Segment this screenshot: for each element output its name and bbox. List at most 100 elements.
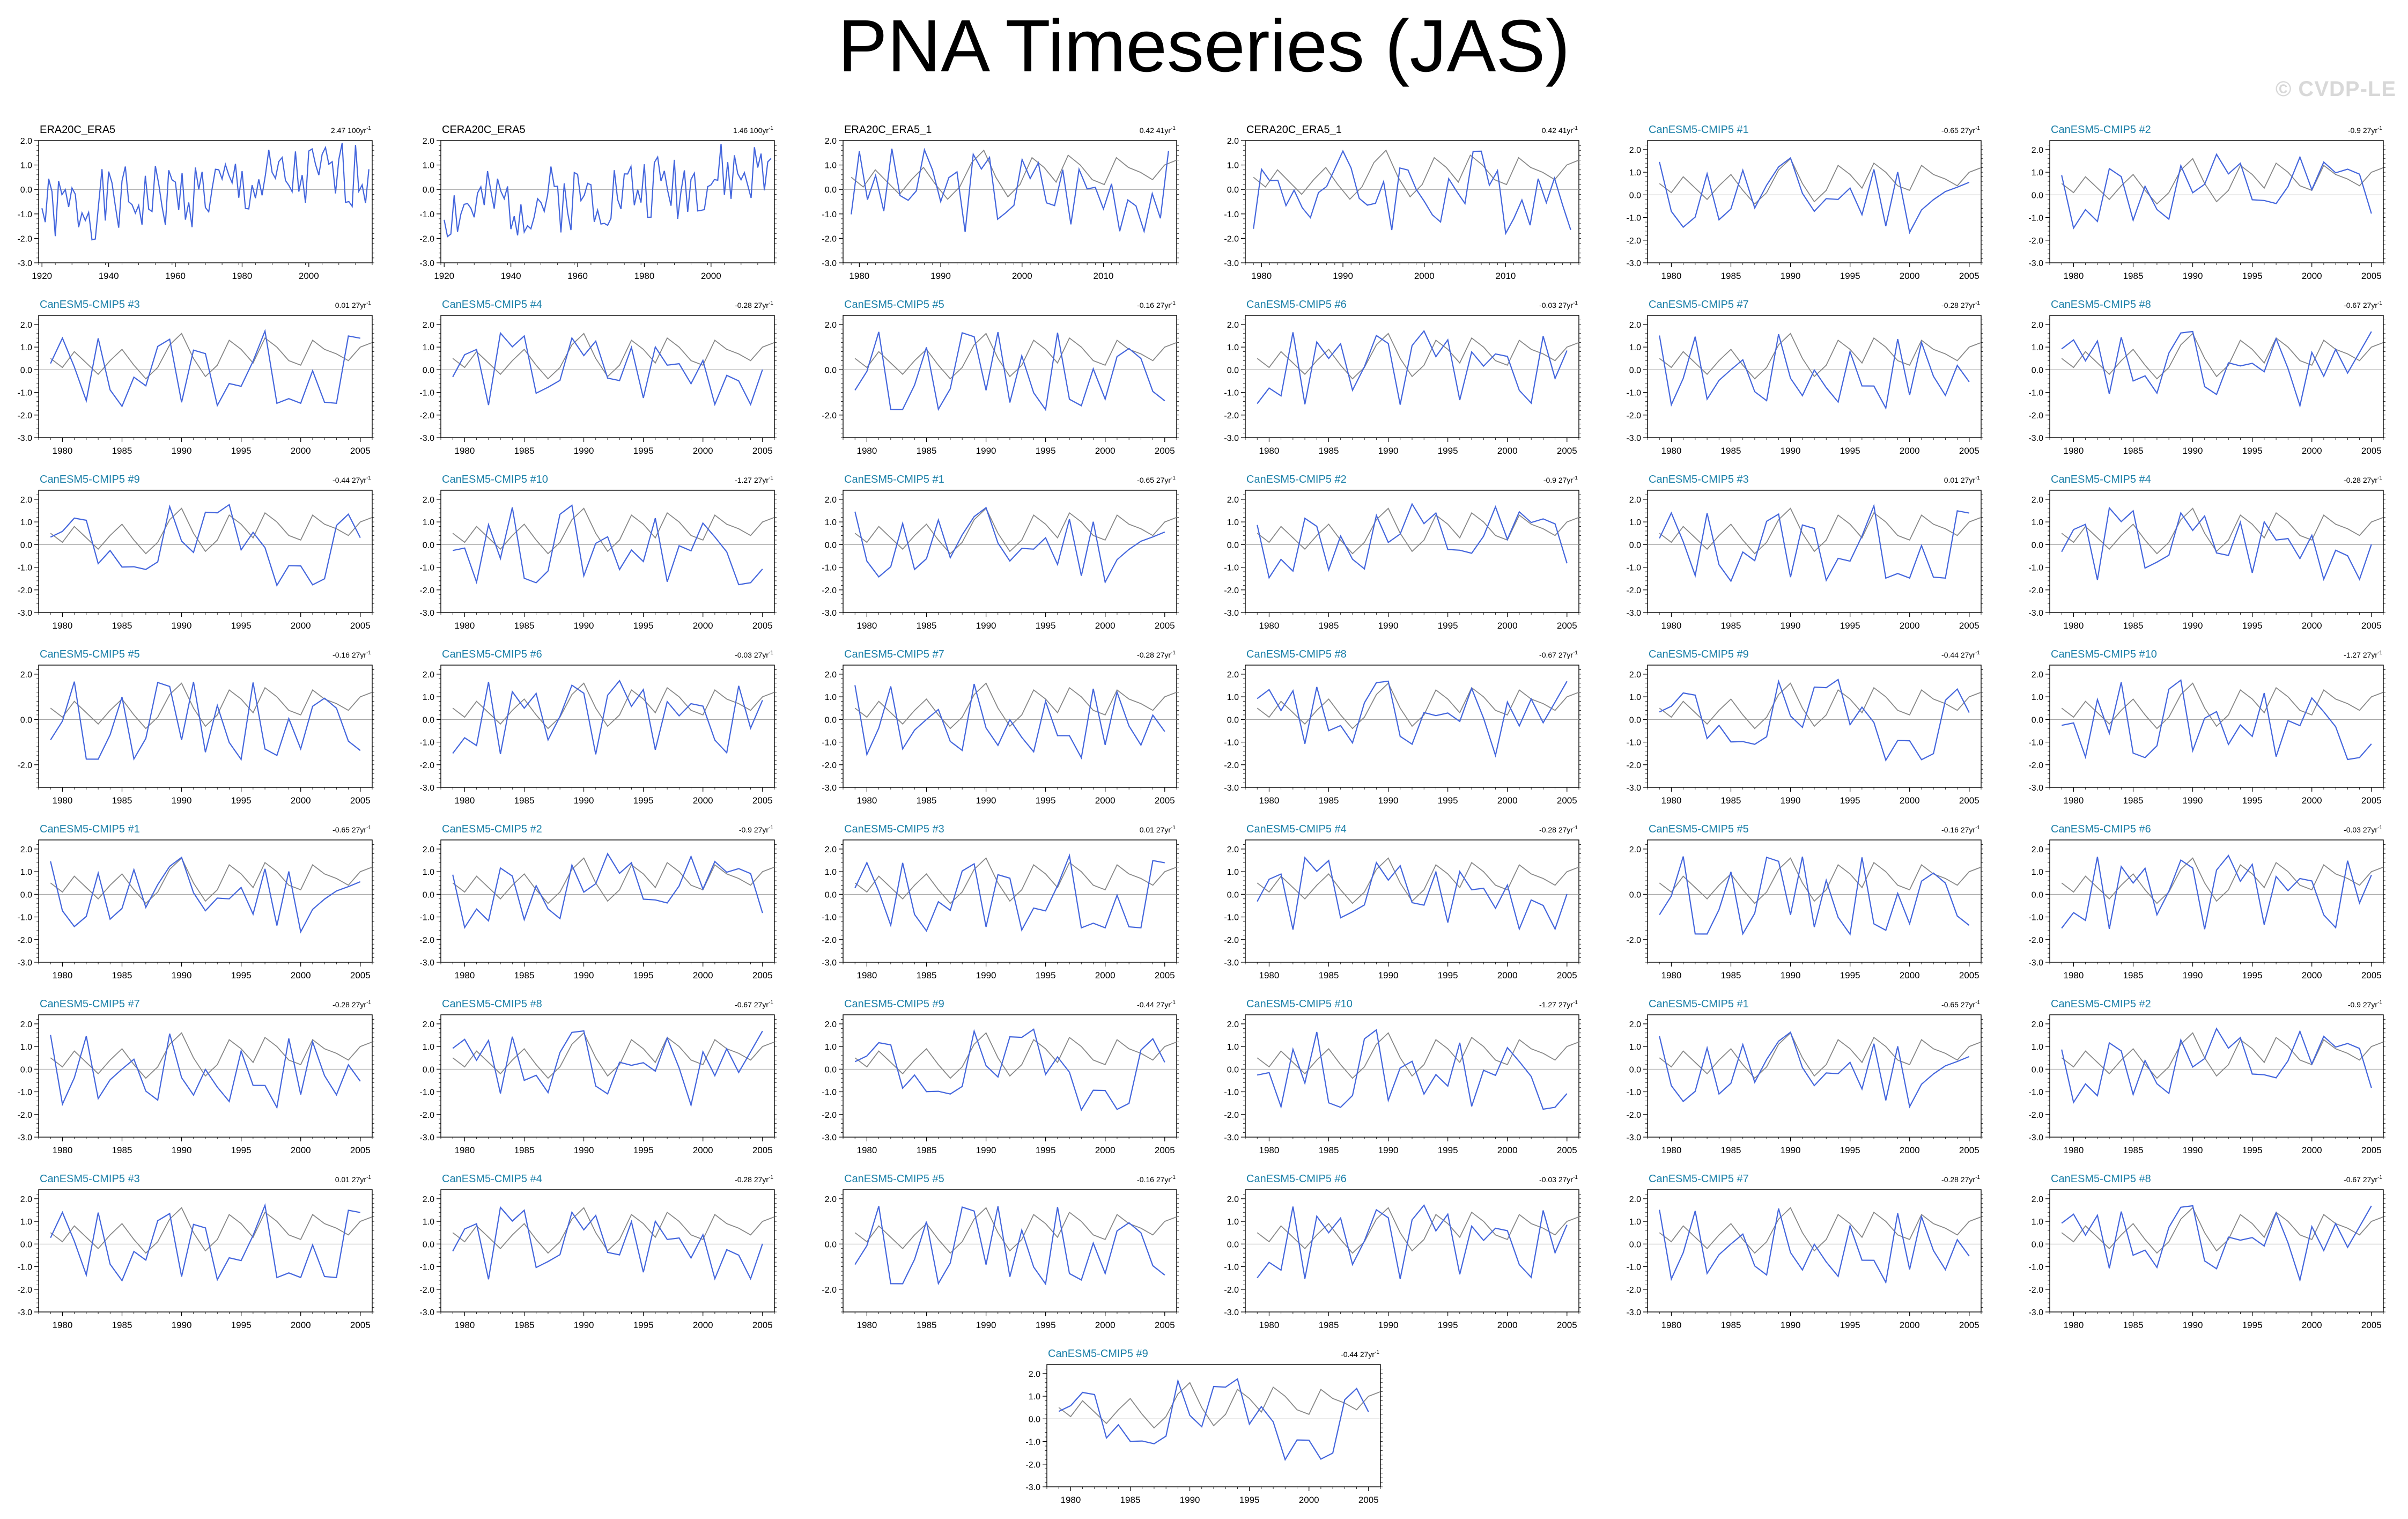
y-tick-label: 0.0 bbox=[825, 186, 837, 195]
panel-title: CanESM5-CMIP5 #2 bbox=[2051, 998, 2151, 1010]
y-tick-label: 0.0 bbox=[2032, 541, 2043, 550]
trend-exponent: -1 bbox=[1975, 1175, 1980, 1181]
x-tick-label: 2000 bbox=[1497, 621, 1518, 631]
y-tick-label: 2.0 bbox=[1629, 670, 1641, 680]
series-line bbox=[1257, 680, 1568, 758]
x-tick-label: 1995 bbox=[2242, 1145, 2263, 1155]
x-tick-label: 2005 bbox=[350, 621, 371, 631]
x-tick-label: 1980 bbox=[2064, 1145, 2084, 1155]
series-line bbox=[2061, 679, 2372, 761]
chart-panel: CanESM5-CMIP5 #10 -1.27 27yr-1 2.0 1.0 0.0 -1… bbox=[1224, 998, 1581, 1155]
x-tick-label: 1995 bbox=[2242, 446, 2263, 456]
x-tick-label: 1980 bbox=[1661, 271, 1682, 281]
series-line bbox=[1659, 503, 1970, 582]
panel-title: CanESM5-CMIP5 #7 bbox=[1649, 299, 1749, 311]
y-tick-label: -2.0 bbox=[17, 761, 32, 770]
x-tick-label: 2005 bbox=[1557, 621, 1577, 631]
y-tick-label: -1.0 bbox=[419, 1088, 434, 1097]
x-tick-label: 1990 bbox=[2183, 1320, 2203, 1330]
ensemble-mean-line bbox=[854, 1032, 1177, 1079]
trend-exponent: -1 bbox=[769, 825, 773, 831]
x-tick-label: 1980 bbox=[1661, 970, 1682, 980]
y-tick-label: 1.0 bbox=[20, 343, 32, 352]
x-tick-label: 1995 bbox=[1239, 1495, 1260, 1505]
y-tick-label: -1.0 bbox=[419, 739, 434, 748]
panel-title: ERA20C_ERA5 bbox=[40, 124, 115, 136]
y-tick-label: -2.0 bbox=[822, 234, 837, 244]
x-tick-label: 1985 bbox=[112, 1145, 132, 1155]
chart-panel: ERA20C_ERA5_1 0.42 41yr-1 2.0 1.0 0.0 -1.0 -2.… bbox=[822, 124, 1179, 281]
y-tick-label: 1.0 bbox=[1629, 343, 1641, 352]
y-tick-label: 2.0 bbox=[2032, 1195, 2043, 1204]
trend-label: -0.67 27yr-1 bbox=[2344, 300, 2382, 309]
trend-exponent: -1 bbox=[1975, 650, 1980, 656]
x-tick-label: 1980 bbox=[849, 271, 869, 281]
trend-exponent: -1 bbox=[1171, 650, 1176, 656]
x-tick-label: 1990 bbox=[172, 970, 192, 980]
trend-label: -0.65 27yr-1 bbox=[1941, 126, 1980, 135]
chart-panel: CanESM5-CMIP5 #3 0.01 27yr-1 2.0 1.0 0.0 -1.0… bbox=[822, 823, 1179, 980]
y-tick-label: 1.0 bbox=[1629, 518, 1641, 527]
series-line bbox=[854, 331, 1165, 411]
chart-panel: CanESM5-CMIP5 #9 -0.44 27yr-1 2.0 1.0 0.0 -1.… bbox=[1025, 1348, 1383, 1505]
x-tick-label: 1990 bbox=[2183, 970, 2203, 980]
y-tick-label: 2.0 bbox=[2032, 496, 2043, 505]
y-tick-label: -2.0 bbox=[1224, 761, 1239, 770]
x-tick-label: 1980 bbox=[857, 446, 877, 456]
x-tick-label: 1985 bbox=[1319, 621, 1339, 631]
series-line bbox=[1058, 1378, 1369, 1461]
x-tick-label: 1990 bbox=[1781, 795, 1801, 806]
series-line bbox=[50, 1203, 361, 1282]
y-tick-label: -1.0 bbox=[822, 913, 837, 923]
x-tick-label: 1980 bbox=[53, 1145, 73, 1155]
x-tick-label: 1995 bbox=[2242, 970, 2263, 980]
x-tick-label: 2005 bbox=[350, 795, 371, 806]
chart-panel: CanESM5-CMIP5 #3 0.01 27yr-1 2.0 1.0 0.0 -1.0… bbox=[1626, 474, 1983, 631]
panel-title: CanESM5-CMIP5 #5 bbox=[844, 1173, 944, 1185]
panel-title: CanESM5-CMIP5 #3 bbox=[40, 299, 140, 311]
y-tick-label: -2.0 bbox=[419, 1286, 434, 1295]
trend-exponent: -1 bbox=[769, 1175, 773, 1181]
y-tick-label: 2.0 bbox=[825, 137, 837, 146]
trend-label: -0.67 27yr-1 bbox=[2344, 1175, 2382, 1184]
x-tick-label: 2000 bbox=[701, 271, 721, 281]
trend-label: -0.44 27yr-1 bbox=[1341, 1350, 1379, 1359]
y-tick-label: -3.0 bbox=[1626, 1308, 1641, 1317]
y-tick-label: 0.0 bbox=[423, 366, 434, 375]
trend-exponent: -1 bbox=[366, 650, 371, 656]
x-tick-label: 1920 bbox=[32, 271, 52, 281]
y-tick-label: 1.0 bbox=[2032, 518, 2043, 527]
panel-title: CanESM5-CMIP5 #10 bbox=[442, 474, 548, 485]
trend-exponent: -1 bbox=[1573, 1175, 1578, 1181]
chart-panel: CanESM5-CMIP5 #9 -0.44 27yr-1 2.0 1.0 0.0 -1.… bbox=[17, 474, 374, 631]
y-tick-label: -1.0 bbox=[17, 913, 32, 923]
trend-label: -0.28 27yr-1 bbox=[1941, 1175, 1980, 1184]
trend-exponent: -1 bbox=[769, 475, 773, 481]
y-tick-label: 2.0 bbox=[825, 845, 837, 854]
x-tick-label: 2005 bbox=[1155, 446, 1175, 456]
y-tick-label: -2.0 bbox=[1224, 411, 1239, 421]
y-tick-label: 0.0 bbox=[2032, 716, 2043, 725]
y-tick-label: 2.0 bbox=[423, 670, 434, 680]
y-tick-label: -1.0 bbox=[1224, 210, 1239, 219]
series-line bbox=[452, 331, 763, 407]
x-tick-label: 1985 bbox=[917, 1145, 937, 1155]
x-tick-label: 1990 bbox=[976, 1320, 996, 1330]
y-tick-label: -1.0 bbox=[1626, 214, 1641, 223]
x-tick-label: 2000 bbox=[291, 1145, 311, 1155]
trend-exponent: -1 bbox=[2377, 825, 2382, 831]
x-tick-label: 2005 bbox=[1155, 1320, 1175, 1330]
chart-panel: CanESM5-CMIP5 #5 -0.16 27yr-1 2.0 0.0 -2.0 19… bbox=[822, 299, 1179, 456]
y-tick-label: -3.0 bbox=[822, 609, 837, 618]
y-tick-label: 1.0 bbox=[825, 868, 837, 877]
x-tick-label: 1990 bbox=[574, 795, 594, 806]
y-tick-label: -2.0 bbox=[1626, 1286, 1641, 1295]
y-tick-label: 0.0 bbox=[20, 1240, 32, 1249]
chart-panel: CanESM5-CMIP5 #1 -0.65 27yr-1 2.0 1.0 0.0 -1.… bbox=[822, 474, 1179, 631]
x-tick-label: 1995 bbox=[633, 795, 654, 806]
y-tick-label: -3.0 bbox=[1025, 1483, 1040, 1492]
x-tick-label: 1995 bbox=[2242, 1320, 2263, 1330]
y-tick-label: -3.0 bbox=[17, 1308, 32, 1317]
x-tick-label: 1985 bbox=[1319, 795, 1339, 806]
x-tick-label: 2005 bbox=[1959, 271, 1979, 281]
